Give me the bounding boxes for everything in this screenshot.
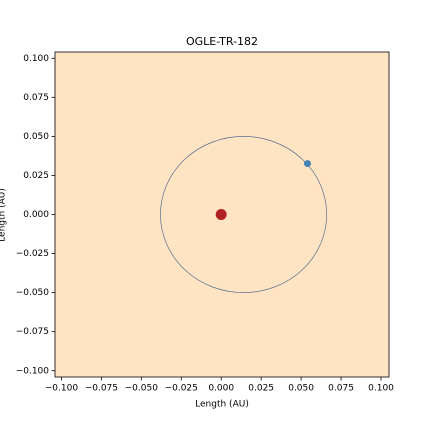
x-tick-label: −0.025 — [165, 384, 198, 394]
planet — [303, 160, 311, 168]
y-axis-label: Length (AU) — [0, 188, 8, 242]
y-tick-label: −0.100 — [16, 366, 50, 376]
y-tick-label: −0.025 — [16, 249, 49, 259]
y-tick-label: 0.100 — [23, 54, 49, 64]
y-tick-label: −0.075 — [16, 327, 49, 337]
x-tick-label: 0.050 — [288, 384, 314, 394]
chart-title: OGLE-TR-182 — [186, 35, 258, 48]
x-tick-label: −0.075 — [85, 384, 118, 394]
orbit — [160, 136, 328, 293]
plot-frame — [54, 51, 390, 378]
y-tick-label: 0.075 — [23, 93, 49, 103]
y-tick-label: 0.025 — [23, 171, 49, 181]
y-tick-label: 0.050 — [23, 132, 49, 142]
x-tick-label: 0.000 — [208, 384, 234, 394]
y-tick-label: −0.050 — [16, 288, 50, 298]
star — [215, 209, 227, 220]
x-tick-label: −0.100 — [45, 384, 79, 394]
x-tick-label: 0.075 — [328, 384, 354, 394]
x-tick-label: −0.050 — [125, 384, 159, 394]
x-axis-label: Length (AU) — [195, 400, 249, 410]
x-tick-label: 0.100 — [368, 384, 394, 394]
y-tick-label: 0.000 — [23, 210, 49, 220]
x-tick-label: 0.025 — [248, 384, 274, 394]
